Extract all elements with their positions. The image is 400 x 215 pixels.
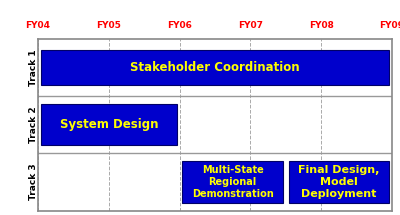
Text: FY07: FY07 (238, 21, 263, 30)
Text: Track 1: Track 1 (30, 49, 38, 86)
Text: FY09: FY09 (380, 21, 400, 30)
Text: Multi-State
Regional
Demonstration: Multi-State Regional Demonstration (192, 165, 274, 200)
Text: Track 3: Track 3 (30, 164, 38, 200)
FancyBboxPatch shape (41, 104, 177, 145)
Text: Final Design,
Model
Deployment: Final Design, Model Deployment (298, 165, 380, 200)
Text: FY04: FY04 (26, 21, 50, 30)
Text: FY08: FY08 (309, 21, 334, 30)
Text: Track 2: Track 2 (30, 106, 38, 143)
FancyBboxPatch shape (41, 50, 389, 85)
Text: FY05: FY05 (96, 21, 121, 30)
Text: FY06: FY06 (167, 21, 192, 30)
FancyBboxPatch shape (182, 161, 283, 203)
Text: Stakeholder Coordination: Stakeholder Coordination (130, 61, 300, 74)
Text: System Design: System Design (60, 118, 158, 131)
FancyBboxPatch shape (289, 161, 389, 203)
